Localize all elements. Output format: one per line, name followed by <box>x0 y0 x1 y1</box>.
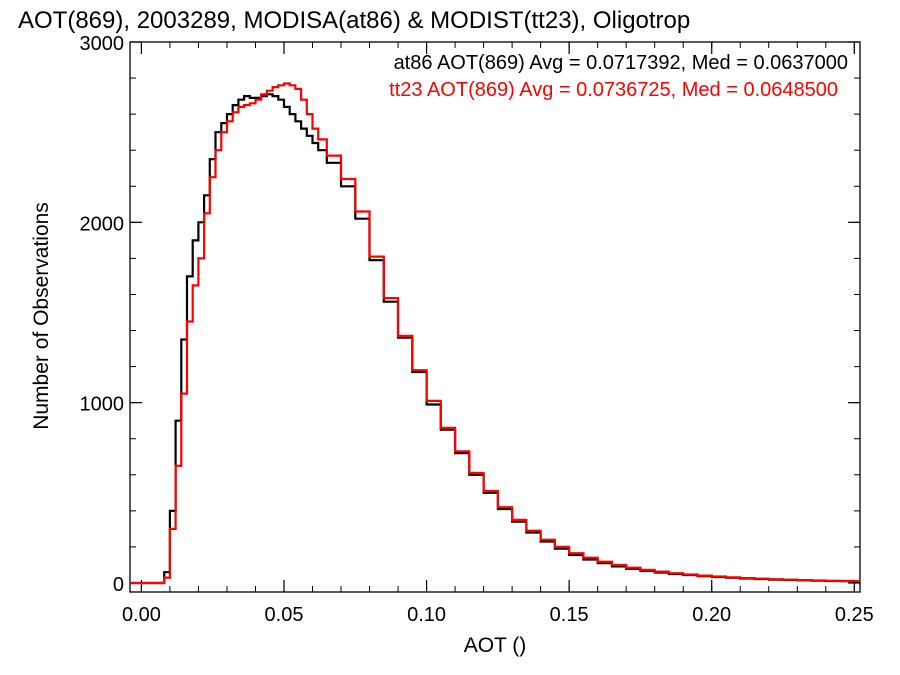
plot-border <box>129 41 861 593</box>
x-tick-label: 0.15 <box>550 604 589 626</box>
x-tick-label: 0.05 <box>265 604 304 626</box>
series-tt23-line <box>130 82 860 585</box>
x-axis: 0.00 0.05 0.10 0.15 0.20 0.25 <box>122 42 874 626</box>
x-tick-label: 0.25 <box>835 604 874 626</box>
y-tick-label: 1000 <box>80 394 125 416</box>
legend: at86 AOT(869) Avg = 0.0717392, Med = 0.0… <box>389 52 848 101</box>
y-tick-label: 2000 <box>80 213 125 235</box>
series-group <box>130 82 860 585</box>
x-axis-label: AOT () <box>464 634 527 657</box>
series-at86-line <box>130 93 860 585</box>
y-tick-label: 0 <box>113 574 124 596</box>
plot-frame <box>129 41 861 593</box>
y-axis-label: Number of Observations <box>30 202 53 430</box>
legend-entry-at86: at86 AOT(869) Avg = 0.0717392, Med = 0.0… <box>394 52 848 74</box>
x-tick-label: 0.10 <box>407 604 446 626</box>
chart-title: AOT(869), 2003289, MODISA(at86) & MODIST… <box>18 7 690 34</box>
x-tick-label: 0.00 <box>122 604 161 626</box>
legend-entry-tt23: tt23 AOT(869) Avg = 0.0736725, Med = 0.0… <box>389 79 838 101</box>
x-tick-label: 0.20 <box>692 604 731 626</box>
y-axis: 0 1000 2000 3000 <box>80 33 860 596</box>
y-tick-label: 3000 <box>80 33 125 55</box>
